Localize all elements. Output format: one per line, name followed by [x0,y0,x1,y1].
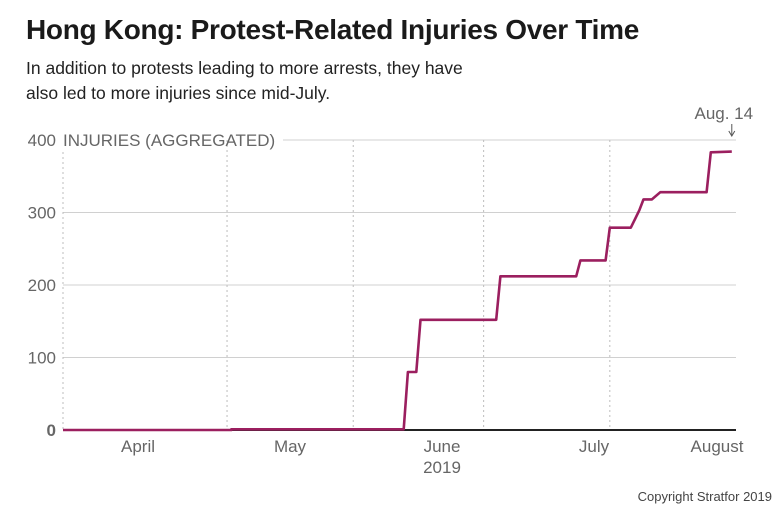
copyright-text: Copyright Stratfor 2019 [637,489,772,504]
y-tick-label-100: 100 [28,349,56,368]
annotation: Aug. 14 [694,104,753,137]
grid-lines [62,139,736,431]
x-year-label: 2019 [423,458,461,477]
series-layer [63,150,732,432]
x-tick-label-april: April [121,437,155,456]
annotation-label: Aug. 14 [694,104,753,123]
x-tick-label-august: August [691,437,744,456]
y-axis-label: INJURIES (AGGREGATED) [63,131,275,150]
y-tick-label-300: 300 [28,204,56,223]
y-tick-label-0: 0 [47,421,56,440]
x-tick-label-may: May [274,437,307,456]
y-tick-label-200: 200 [28,276,56,295]
y-tick-label-400: 400 [28,131,56,150]
annotation-arrow-head [728,130,736,137]
chart-title: Hong Kong: Protest-Related Injuries Over… [26,14,639,45]
series-line-0 [63,150,732,432]
axis-tick-labels: 0 100 200 300 400 April May June July August 2019 [28,131,744,477]
x-tick-label-july: July [579,437,610,456]
x-tick-label-june: June [424,437,461,456]
chart-subtitle: In addition to protests leading to more … [26,58,463,103]
